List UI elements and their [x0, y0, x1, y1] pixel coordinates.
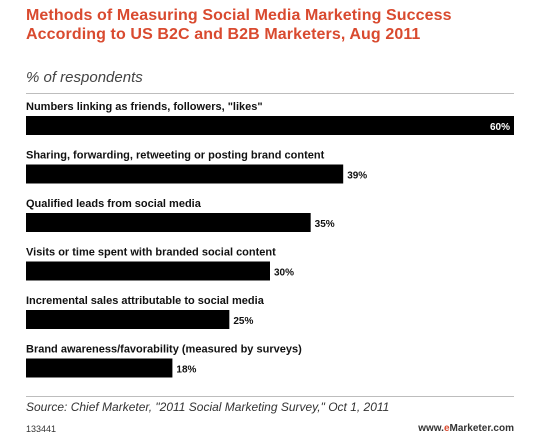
- bar-chart: Numbers linking as friends, followers, "…: [26, 101, 514, 378]
- bar: [26, 116, 514, 135]
- bar: [26, 310, 230, 329]
- bar: [26, 358, 173, 378]
- category-label: Qualified leads from social media: [26, 198, 202, 210]
- category-label: Incremental sales attributable to social…: [26, 295, 265, 307]
- bar: [26, 261, 270, 281]
- category-label: Visits or time spent with branded social…: [26, 247, 276, 259]
- source-divider: [26, 396, 514, 397]
- chart-title: Methods of Measuring Social Media Market…: [26, 7, 452, 43]
- chart-id: 133441: [26, 424, 57, 434]
- category-label: Numbers linking as friends, followers, "…: [26, 101, 263, 113]
- category-label: Sharing, forwarding, retweeting or posti…: [26, 150, 325, 162]
- brand-suffix: Marketer.com: [449, 423, 514, 434]
- bar: [26, 213, 311, 232]
- value-label: 39%: [347, 171, 367, 182]
- brand-prefix: www.: [418, 423, 444, 434]
- value-label: 30%: [274, 268, 294, 279]
- value-label: 35%: [315, 219, 335, 230]
- value-label: 18%: [176, 365, 196, 376]
- value-label: 60%: [490, 122, 510, 133]
- source-note: Source: Chief Marketer, "2011 Social Mar…: [26, 400, 390, 414]
- chart-subtitle: % of respondents: [26, 69, 143, 86]
- bar: [26, 164, 344, 184]
- brand-e: e: [443, 423, 450, 434]
- top-divider: [26, 93, 514, 94]
- value-label: 25%: [233, 316, 253, 327]
- chart-frame: Methods of Measuring Social Media Market…: [26, 6, 514, 438]
- category-label: Brand awareness/favorability (measured b…: [26, 344, 302, 356]
- brand-logo: www.eMarketer.com: [418, 423, 514, 434]
